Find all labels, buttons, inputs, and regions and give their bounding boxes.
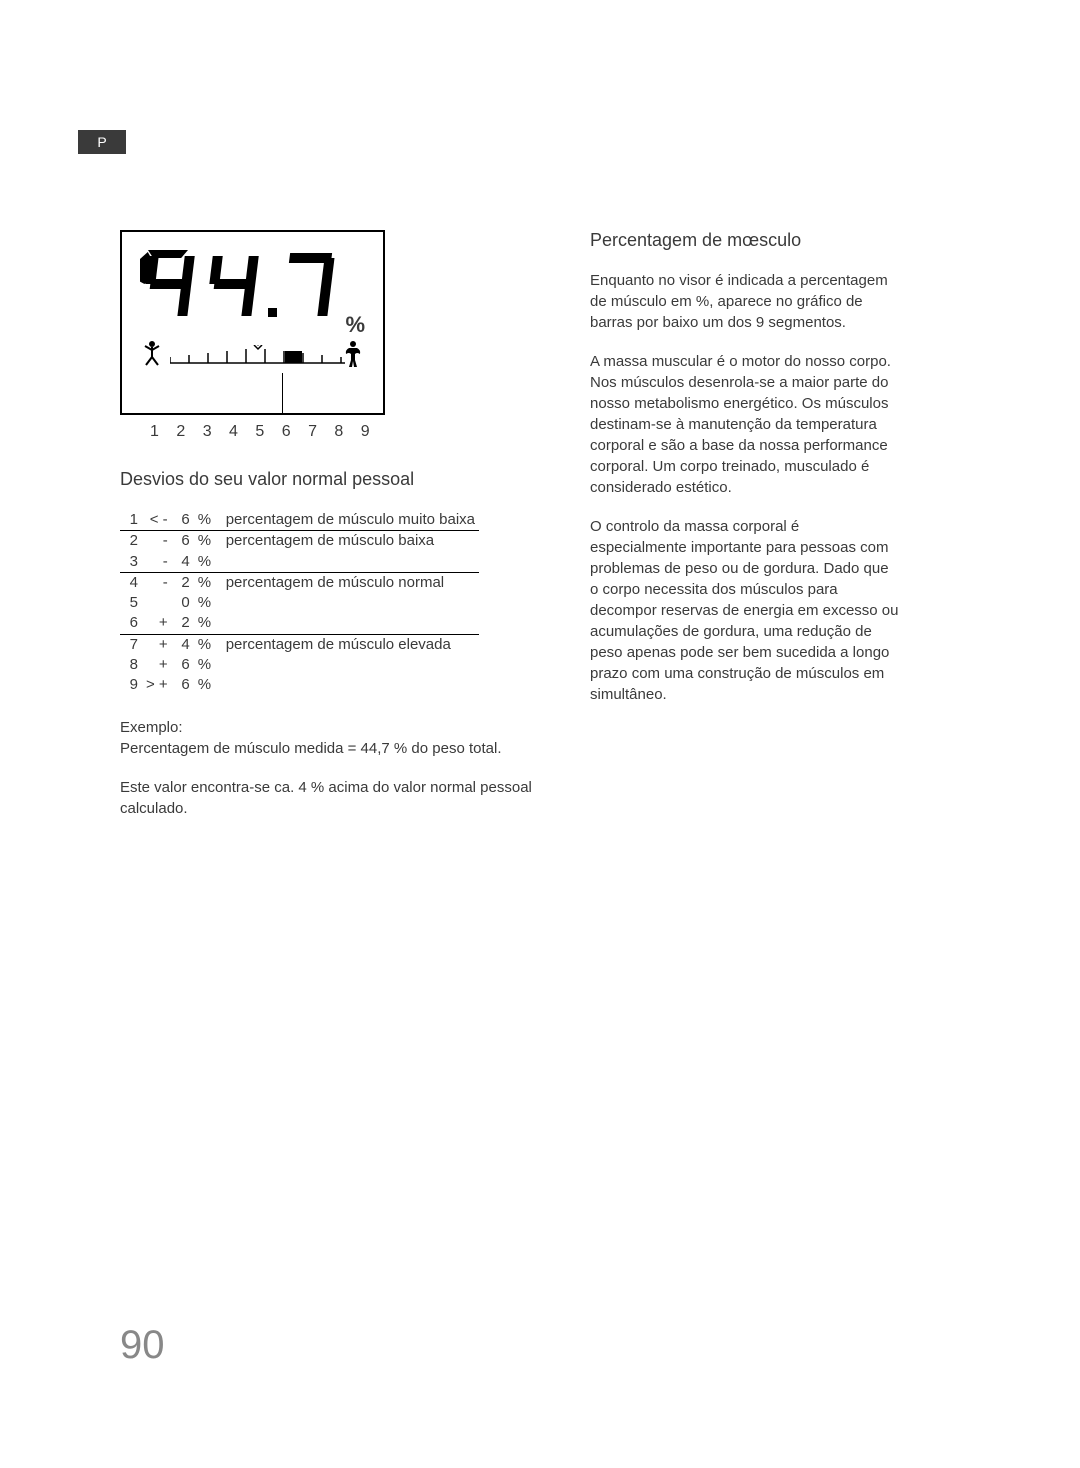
right-paragraph-3: O controlo da massa corporal é especialm… [590,516,900,705]
segment-bar-scale [170,345,345,365]
table-row: 1< -6%percentagem de músculo muito baixa [120,510,479,531]
lcd-display-box: % [120,230,385,415]
deviation-table: 1< -6%percentagem de músculo muito baixa… [120,510,479,695]
muscle-icon [343,340,363,373]
table-row: 7+4%percentagem de músculo elevada [120,634,479,655]
table-row: 8+6% [120,655,479,675]
right-paragraph-1: Enquanto no visor é indicada a percentag… [590,270,900,333]
deviation-heading: Desvios do seu valor normal pessoal [120,469,560,490]
language-badge: P [78,130,126,154]
table-row: 4-2%percentagem de músculo normal [120,572,479,593]
lcd-digits [140,250,355,327]
right-column: Percentagem de mœsculo Enquanto no visor… [590,230,900,837]
example-label: Exemplo: [120,719,560,736]
table-row: 2-6%percentagem de músculo baixa [120,531,479,552]
right-paragraph-2: A massa muscular é o motor do nosso corp… [590,351,900,498]
example-line-2: Este valor encontra-se ca. 4 % acima do … [120,777,560,819]
right-heading: Percentagem de mœsculo [590,230,900,252]
table-row: 50% [120,593,479,613]
scale-number-labels: 1 2 3 4 5 6 7 8 9 [150,423,560,441]
table-row: 9> +6% [120,675,479,695]
example-line-1: Percentagem de músculo medida = 44,7 % d… [120,738,560,759]
left-column: % [120,230,560,837]
percent-icon: % [345,312,365,338]
table-row: 3-4% [120,552,479,573]
person-icon [142,340,162,371]
table-row: 6+2% [120,613,479,634]
main-content: % [120,230,960,837]
page-number: 90 [120,1323,165,1368]
indicator-line [282,373,283,413]
